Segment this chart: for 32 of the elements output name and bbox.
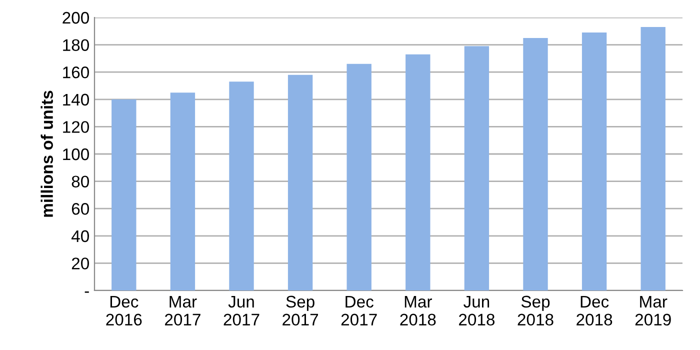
bar [640, 27, 666, 290]
y-tick-label: 120 [63, 121, 89, 133]
x-tick-label: Mar 2018 [400, 296, 436, 326]
y-tick-label: 200 [62, 12, 89, 24]
y-axis-title: millions of units [40, 90, 53, 217]
bar [523, 38, 548, 290]
bar [406, 54, 430, 290]
bar [582, 32, 607, 290]
bar [170, 92, 196, 290]
x-tick-label: Jun 2018 [459, 296, 495, 326]
x-tick-label: Sep 2018 [518, 296, 554, 326]
x-tick-label: Dec 2018 [576, 296, 612, 326]
x-tick-label: Mar 2019 [635, 296, 671, 326]
y-tick-label: 60 [72, 203, 89, 215]
y-tick-label: 80 [72, 176, 89, 188]
bar [112, 99, 136, 290]
y-tick-label: 160 [63, 66, 89, 78]
y-tick-label: 20 [72, 258, 89, 270]
x-tick-label: Sep 2017 [282, 296, 318, 326]
x-tick-label: Jun 2017 [224, 296, 260, 326]
y-tick-label: - [84, 291, 89, 293]
bar [346, 64, 372, 290]
x-tick-label: Dec 2016 [106, 296, 142, 326]
y-tick-label: 140 [63, 94, 89, 106]
y-tick-label: 100 [63, 148, 89, 160]
bar [464, 46, 490, 290]
x-tick-label: Mar 2017 [165, 296, 200, 326]
x-tick-label: Dec 2017 [341, 296, 377, 326]
y-tick-label: 180 [63, 39, 89, 52]
y-tick-label: 40 [71, 230, 89, 242]
bar [229, 82, 254, 290]
bar [288, 74, 313, 290]
